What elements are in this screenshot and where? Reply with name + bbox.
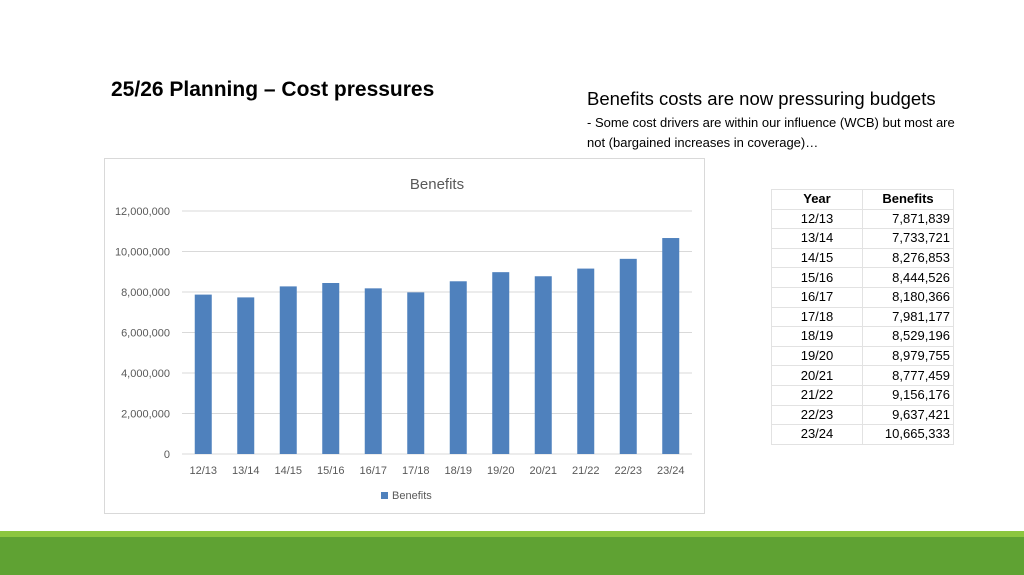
header-year: Year <box>771 189 863 210</box>
cell-year: 21/22 <box>771 384 863 406</box>
bar <box>492 272 510 454</box>
slide-title: 25/26 Planning – Cost pressures <box>111 78 435 101</box>
cell-benefits: 8,276,853 <box>862 247 954 269</box>
footer-accent-line <box>0 531 1024 537</box>
y-tick-label: 2,000,000 <box>121 409 170 421</box>
y-tick-label: 6,000,000 <box>121 328 170 340</box>
x-tick-label: 23/24 <box>657 465 685 477</box>
y-tick-label: 4,000,000 <box>121 368 170 380</box>
table-row: 12/13 7,871,839 <box>771 208 954 230</box>
x-tick-label: 14/15 <box>274 465 302 477</box>
header-benefits: Benefits <box>862 189 954 210</box>
cell-benefits: 7,981,177 <box>862 306 954 328</box>
cell-year: 12/13 <box>771 208 863 230</box>
cell-benefits: 7,871,839 <box>862 208 954 230</box>
cell-year: 23/24 <box>771 424 863 445</box>
x-tick-label: 16/17 <box>359 465 387 477</box>
table-row: 18/19 8,529,196 <box>771 326 954 347</box>
cell-benefits: 7,733,721 <box>862 228 954 249</box>
table-row: 20/21 8,777,459 <box>771 365 954 386</box>
cell-benefits: 9,156,176 <box>862 384 954 406</box>
y-tick-label: 0 <box>164 449 170 461</box>
cell-benefits: 8,529,196 <box>862 326 954 347</box>
bar <box>407 292 425 454</box>
x-tick-label: 12/13 <box>189 465 217 477</box>
cell-year: 13/14 <box>771 228 863 249</box>
cell-year: 19/20 <box>771 345 863 367</box>
y-tick-label: 12,000,000 <box>115 206 170 218</box>
legend-label: Benefits <box>392 490 432 502</box>
bar <box>619 258 637 454</box>
cell-year: 15/16 <box>771 267 863 288</box>
cell-year: 17/18 <box>771 306 863 328</box>
table-row: 15/16 8,444,526 <box>771 267 954 288</box>
benefits-table: Year Benefits 12/13 7,871,839 13/14 7,733,7… <box>771 189 954 445</box>
x-tick-label: 13/14 <box>232 465 260 477</box>
table-row: 21/22 9,156,176 <box>771 384 954 406</box>
bar <box>577 268 595 454</box>
footer-band <box>0 537 1024 575</box>
cell-benefits: 9,637,421 <box>862 404 954 426</box>
subtitle-main: Benefits costs are now pressuring budget… <box>587 88 936 109</box>
x-tick-label: 19/20 <box>487 465 515 477</box>
table-row: 17/18 7,981,177 <box>771 306 954 328</box>
y-tick-label: 10,000,000 <box>115 247 170 259</box>
x-tick-label: 20/21 <box>529 465 557 477</box>
cell-benefits: 8,180,366 <box>862 286 954 308</box>
bar <box>237 297 255 454</box>
cell-benefits: 10,665,333 <box>862 424 954 445</box>
subtitle-detail: - Some cost drivers are within our influ… <box>587 115 955 150</box>
cell-benefits: 8,979,755 <box>862 345 954 367</box>
y-tick-label: 8,000,000 <box>121 287 170 299</box>
bar <box>662 238 680 454</box>
x-tick-label: 22/23 <box>614 465 642 477</box>
subtitle-box: Benefits costs are now pressuring budget… <box>587 86 967 152</box>
x-tick-label: 21/22 <box>572 465 600 477</box>
table-row: 14/15 8,276,853 <box>771 247 954 269</box>
table-header-row: Year Benefits <box>771 189 954 210</box>
x-tick-label: 15/16 <box>317 465 345 477</box>
bar <box>194 294 212 454</box>
x-tick-label: 18/19 <box>444 465 472 477</box>
bar <box>322 282 340 454</box>
table-row: 22/23 9,637,421 <box>771 404 954 426</box>
cell-year: 18/19 <box>771 326 863 347</box>
x-tick-label: 17/18 <box>402 465 430 477</box>
table-row: 16/17 8,180,366 <box>771 286 954 308</box>
cell-benefits: 8,777,459 <box>862 365 954 386</box>
cell-year: 20/21 <box>771 365 863 386</box>
cell-year: 16/17 <box>771 286 863 308</box>
benefits-chart: Benefits 0 2,000,000 4,000,000 6,000,000 8,00… <box>104 158 705 514</box>
cell-year: 22/23 <box>771 404 863 426</box>
cell-year: 14/15 <box>771 247 863 269</box>
table-row: 13/14 7,733,721 <box>771 228 954 249</box>
table-row: 23/24 10,665,333 <box>771 424 954 445</box>
table-row: 19/20 8,979,755 <box>771 345 954 367</box>
bar <box>449 281 467 454</box>
bar <box>279 286 297 454</box>
bar <box>364 288 382 454</box>
cell-benefits: 8,444,526 <box>862 267 954 288</box>
chart-svg: Benefits 0 2,000,000 4,000,000 6,000,000 8,00… <box>115 176 692 502</box>
legend-swatch <box>381 492 388 499</box>
chart-title: Benefits <box>410 176 464 193</box>
bar <box>534 276 552 454</box>
